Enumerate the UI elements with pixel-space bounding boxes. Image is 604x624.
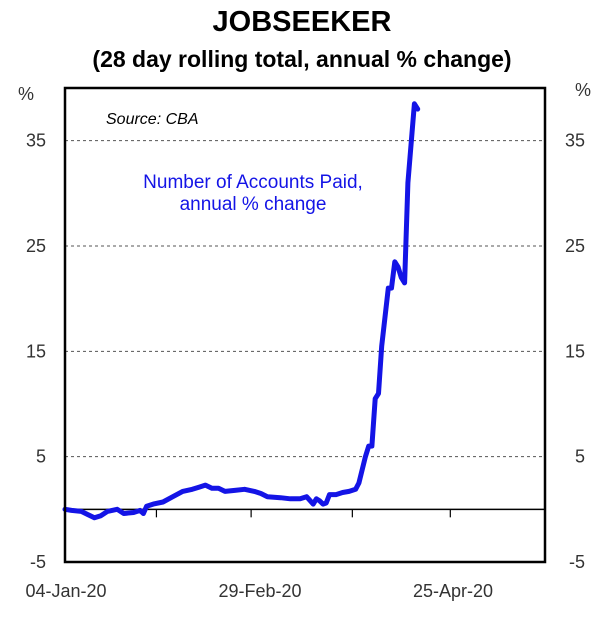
y-tick-label-left: 5 bbox=[36, 447, 46, 467]
y-tick-label-right: 5 bbox=[575, 447, 585, 467]
y-unit-right: % bbox=[575, 80, 591, 100]
y-tick-label-left: 25 bbox=[26, 236, 46, 256]
y-tick-label-right: 15 bbox=[565, 341, 585, 361]
y-tick-label-left: -5 bbox=[30, 552, 46, 572]
series-layer bbox=[62, 101, 421, 521]
y-tick-label-left: 35 bbox=[26, 131, 46, 151]
x-tick-label: 25-Apr-20 bbox=[413, 581, 493, 601]
x-tick-marks bbox=[155, 509, 451, 518]
y-tick-label-right: 35 bbox=[565, 131, 585, 151]
gridlines bbox=[65, 140, 545, 458]
x-tick-label: 29-Feb-20 bbox=[218, 581, 301, 601]
x-tick-labels: 04-Jan-20 29-Feb-20 25-Apr-20 bbox=[25, 581, 493, 601]
annotation-line-1: Number of Accounts Paid, bbox=[143, 172, 363, 193]
y-tick-label-left: 15 bbox=[26, 341, 46, 361]
chart-title: JOBSEEKER bbox=[212, 6, 392, 38]
y-tick-label-right: -5 bbox=[569, 552, 585, 572]
y-tick-labels: -5 -5 5 5 15 15 25 25 35 35 bbox=[26, 131, 585, 572]
annotation-line-2: annual % change bbox=[180, 194, 327, 215]
y-tick-label-right: 25 bbox=[565, 236, 585, 256]
series-line bbox=[62, 101, 421, 521]
chart-subtitle: (28 day rolling total, annual % change) bbox=[92, 46, 512, 72]
plot-frame bbox=[63, 86, 547, 564]
source-note: Source: CBA bbox=[106, 111, 198, 128]
x-tick-label: 04-Jan-20 bbox=[25, 581, 106, 601]
y-unit-left: % bbox=[18, 84, 34, 104]
